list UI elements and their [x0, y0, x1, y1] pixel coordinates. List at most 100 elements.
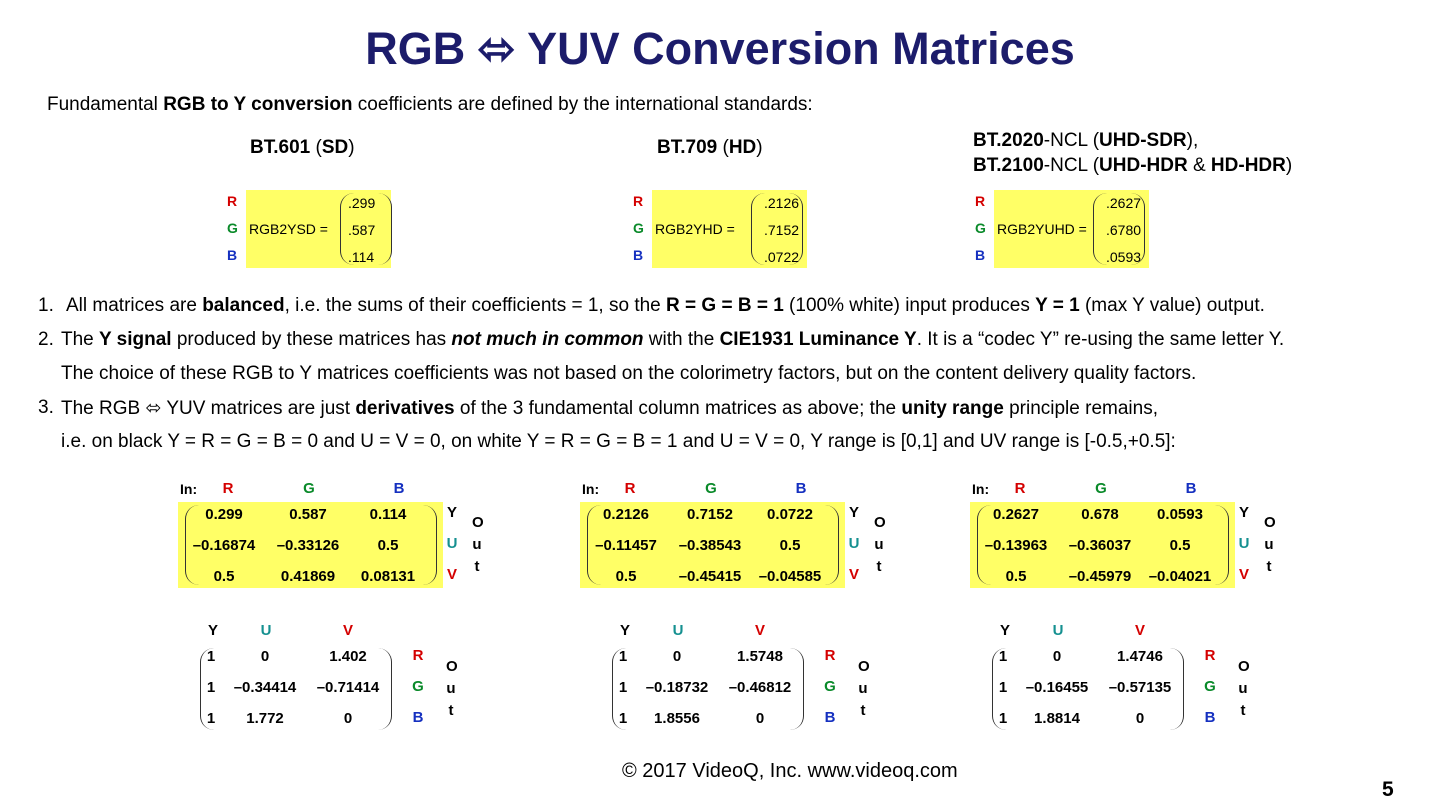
matrix-cell: 0 [672, 648, 682, 665]
title: RGB ⬄ YUV Conversion Matrices [365, 23, 1075, 74]
matrix-cell: 0.41869 [280, 568, 336, 585]
paren [200, 648, 392, 730]
matrix-cell: –0.34414 [233, 679, 297, 696]
column-label: U [260, 622, 272, 639]
matrix-cell: 0.678 [1081, 506, 1119, 523]
matrix-cell: –0.04021 [1148, 568, 1212, 585]
text-line: i.e. on black Y = R = G = B = 0 and U = … [61, 431, 1176, 453]
paren [340, 193, 392, 265]
coefficient: .587 [348, 222, 376, 238]
column-label: G [303, 480, 315, 497]
matrix-cell: 1 [206, 710, 216, 727]
coefficient: .6780 [1106, 222, 1142, 238]
text-run: (100% white) input produces [783, 295, 1036, 316]
matrix-cell: 1 [998, 679, 1008, 696]
matrix-cell: 1 [618, 710, 628, 727]
in-label: In: [582, 481, 600, 497]
text-run: balanced [202, 295, 285, 316]
column-label: V [342, 622, 354, 639]
text-run: UHD-SDR [1099, 130, 1187, 151]
output-label: G [1204, 678, 1216, 695]
matrix-cell: 0.114 [369, 506, 407, 523]
text-run: i.e. on black Y = R = G = B = 0 and U = … [61, 431, 1176, 452]
matrix-cell: 1 [206, 648, 216, 665]
column-label: V [754, 622, 766, 639]
text-run: BT.2020 [973, 130, 1044, 151]
matrix-cell: –0.38543 [678, 537, 742, 554]
output-label: R [824, 647, 836, 664]
text-run: coefficients are defined by the internat… [352, 94, 813, 115]
matrix-cell: 1 [618, 679, 628, 696]
page-number: 5 [1382, 778, 1394, 801]
column-label: Y [207, 622, 219, 639]
input-label: R [633, 193, 644, 209]
coefficient: .0593 [1106, 249, 1142, 265]
paren [992, 648, 1184, 730]
output-label: U [848, 535, 860, 552]
output-label: U [1238, 535, 1250, 552]
text-line: BT.709 (HD) [657, 137, 763, 159]
matrix-box [580, 502, 845, 588]
matrix-cell: 0.2627 [993, 506, 1039, 523]
input-label: B [227, 247, 238, 263]
matrix-cell: 1.402 [329, 648, 367, 665]
matrix-cell: 0.5 [377, 537, 399, 554]
matrix-cell: 0.587 [289, 506, 327, 523]
text-run: The RGB ⬄ YUV matrices are just [61, 398, 356, 419]
matrix-cell: –0.04585 [758, 568, 822, 585]
out-label: Out [472, 514, 484, 575]
point-number: 3. [38, 397, 54, 418]
column-label: R [1014, 480, 1026, 497]
matrix-cell: –0.16874 [192, 537, 256, 554]
matrix-cell: 0.0722 [767, 506, 813, 523]
matrix-cell: –0.16455 [1025, 679, 1089, 696]
text-run: HD [728, 137, 757, 158]
text-run: The [61, 329, 100, 350]
matrix-box [970, 502, 1235, 588]
text-run: ) [1285, 155, 1293, 176]
text-run: (max Y value) output. [1079, 295, 1265, 316]
paren [977, 505, 1229, 585]
text-run: BT.709 [657, 137, 718, 158]
matrix-cell: 0 [260, 648, 270, 665]
matrix-cell: 1.8814 [1034, 710, 1080, 727]
column-label: R [222, 480, 234, 497]
matrix-name: RGB2YHD = [655, 221, 735, 237]
matrix-cell: –0.46812 [728, 679, 792, 696]
output-label: G [412, 678, 424, 695]
matrix-cell: 0.5 [615, 568, 637, 585]
matrix-box [178, 502, 443, 588]
matrix-cell: –0.11457 [595, 537, 657, 554]
paren [1093, 193, 1145, 265]
in-label: In: [180, 481, 198, 497]
text-run: R = G = B = 1 [666, 295, 784, 316]
text-run: BT.601 [250, 137, 311, 158]
text-run: , i.e. the sums of their coefficients = … [284, 295, 667, 316]
text-line: All matrices are balanced, i.e. the sums… [66, 295, 1265, 317]
text-run: of the 3 fundamental column matrices as … [454, 398, 902, 419]
input-label: R [227, 193, 238, 209]
column-label: G [1095, 480, 1107, 497]
text-line: BT.2100-NCL (UHD-HDR & HD-HDR) [973, 155, 1292, 177]
column-label: B [393, 480, 405, 497]
matrix-cell: 0.5 [1169, 537, 1191, 554]
matrix-cell: 1 [618, 648, 628, 665]
paren [587, 505, 839, 585]
coefficient: .0722 [764, 249, 800, 265]
column-label: U [672, 622, 684, 639]
matrix-cell: –0.18732 [645, 679, 709, 696]
coefficient-box [994, 190, 1149, 268]
text-run: SD [321, 137, 349, 158]
matrix-cell: 0 [755, 710, 765, 727]
matrix-name: RGB2YUHD = [997, 221, 1087, 237]
matrix-cell: 0.0593 [1157, 506, 1203, 523]
out-label: Out [446, 658, 458, 719]
text-run: produced by these matrices has [171, 329, 452, 350]
paren [185, 505, 437, 585]
text-run: -NCL ( [1043, 130, 1100, 151]
output-label: G [824, 678, 836, 695]
output-label: B [1204, 709, 1216, 726]
point-number: 2. [38, 329, 54, 350]
text-line: BT.2020-NCL (UHD-SDR), [973, 130, 1198, 152]
matrix-cell: 1 [206, 679, 216, 696]
